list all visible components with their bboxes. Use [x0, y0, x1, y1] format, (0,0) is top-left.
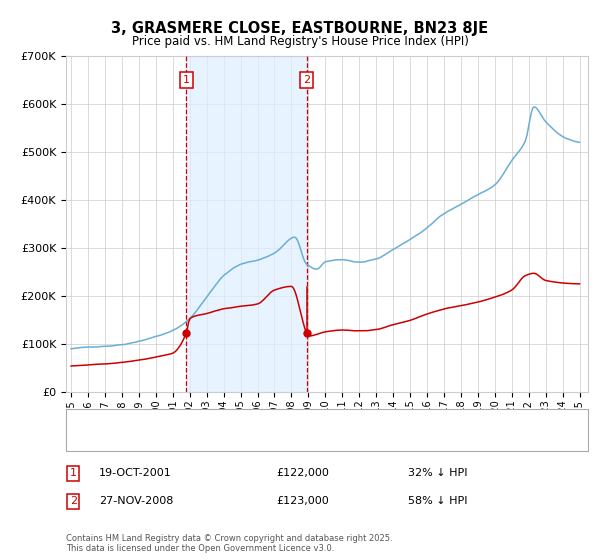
Text: 3, GRASMERE CLOSE, EASTBOURNE, BN23 8JE (detached house): 3, GRASMERE CLOSE, EASTBOURNE, BN23 8JE …: [102, 416, 437, 426]
Text: 58% ↓ HPI: 58% ↓ HPI: [408, 496, 467, 506]
Text: £122,000: £122,000: [276, 468, 329, 478]
Text: HPI: Average price, detached house, Eastbourne: HPI: Average price, detached house, East…: [102, 435, 354, 445]
Text: 2: 2: [303, 75, 310, 85]
Text: Contains HM Land Registry data © Crown copyright and database right 2025.
This d: Contains HM Land Registry data © Crown c…: [66, 534, 392, 553]
Text: 1: 1: [70, 468, 77, 478]
Bar: [187, 56, 307, 392]
Text: —: —: [75, 413, 91, 428]
Text: £123,000: £123,000: [276, 496, 329, 506]
Text: 19-OCT-2001: 19-OCT-2001: [99, 468, 172, 478]
Text: 27-NOV-2008: 27-NOV-2008: [99, 496, 173, 506]
Text: Price paid vs. HM Land Registry's House Price Index (HPI): Price paid vs. HM Land Registry's House …: [131, 35, 469, 48]
Text: 32% ↓ HPI: 32% ↓ HPI: [408, 468, 467, 478]
Text: 1: 1: [183, 75, 190, 85]
Text: —: —: [75, 433, 91, 448]
Text: 2: 2: [70, 496, 77, 506]
Text: 3, GRASMERE CLOSE, EASTBOURNE, BN23 8JE: 3, GRASMERE CLOSE, EASTBOURNE, BN23 8JE: [112, 21, 488, 36]
